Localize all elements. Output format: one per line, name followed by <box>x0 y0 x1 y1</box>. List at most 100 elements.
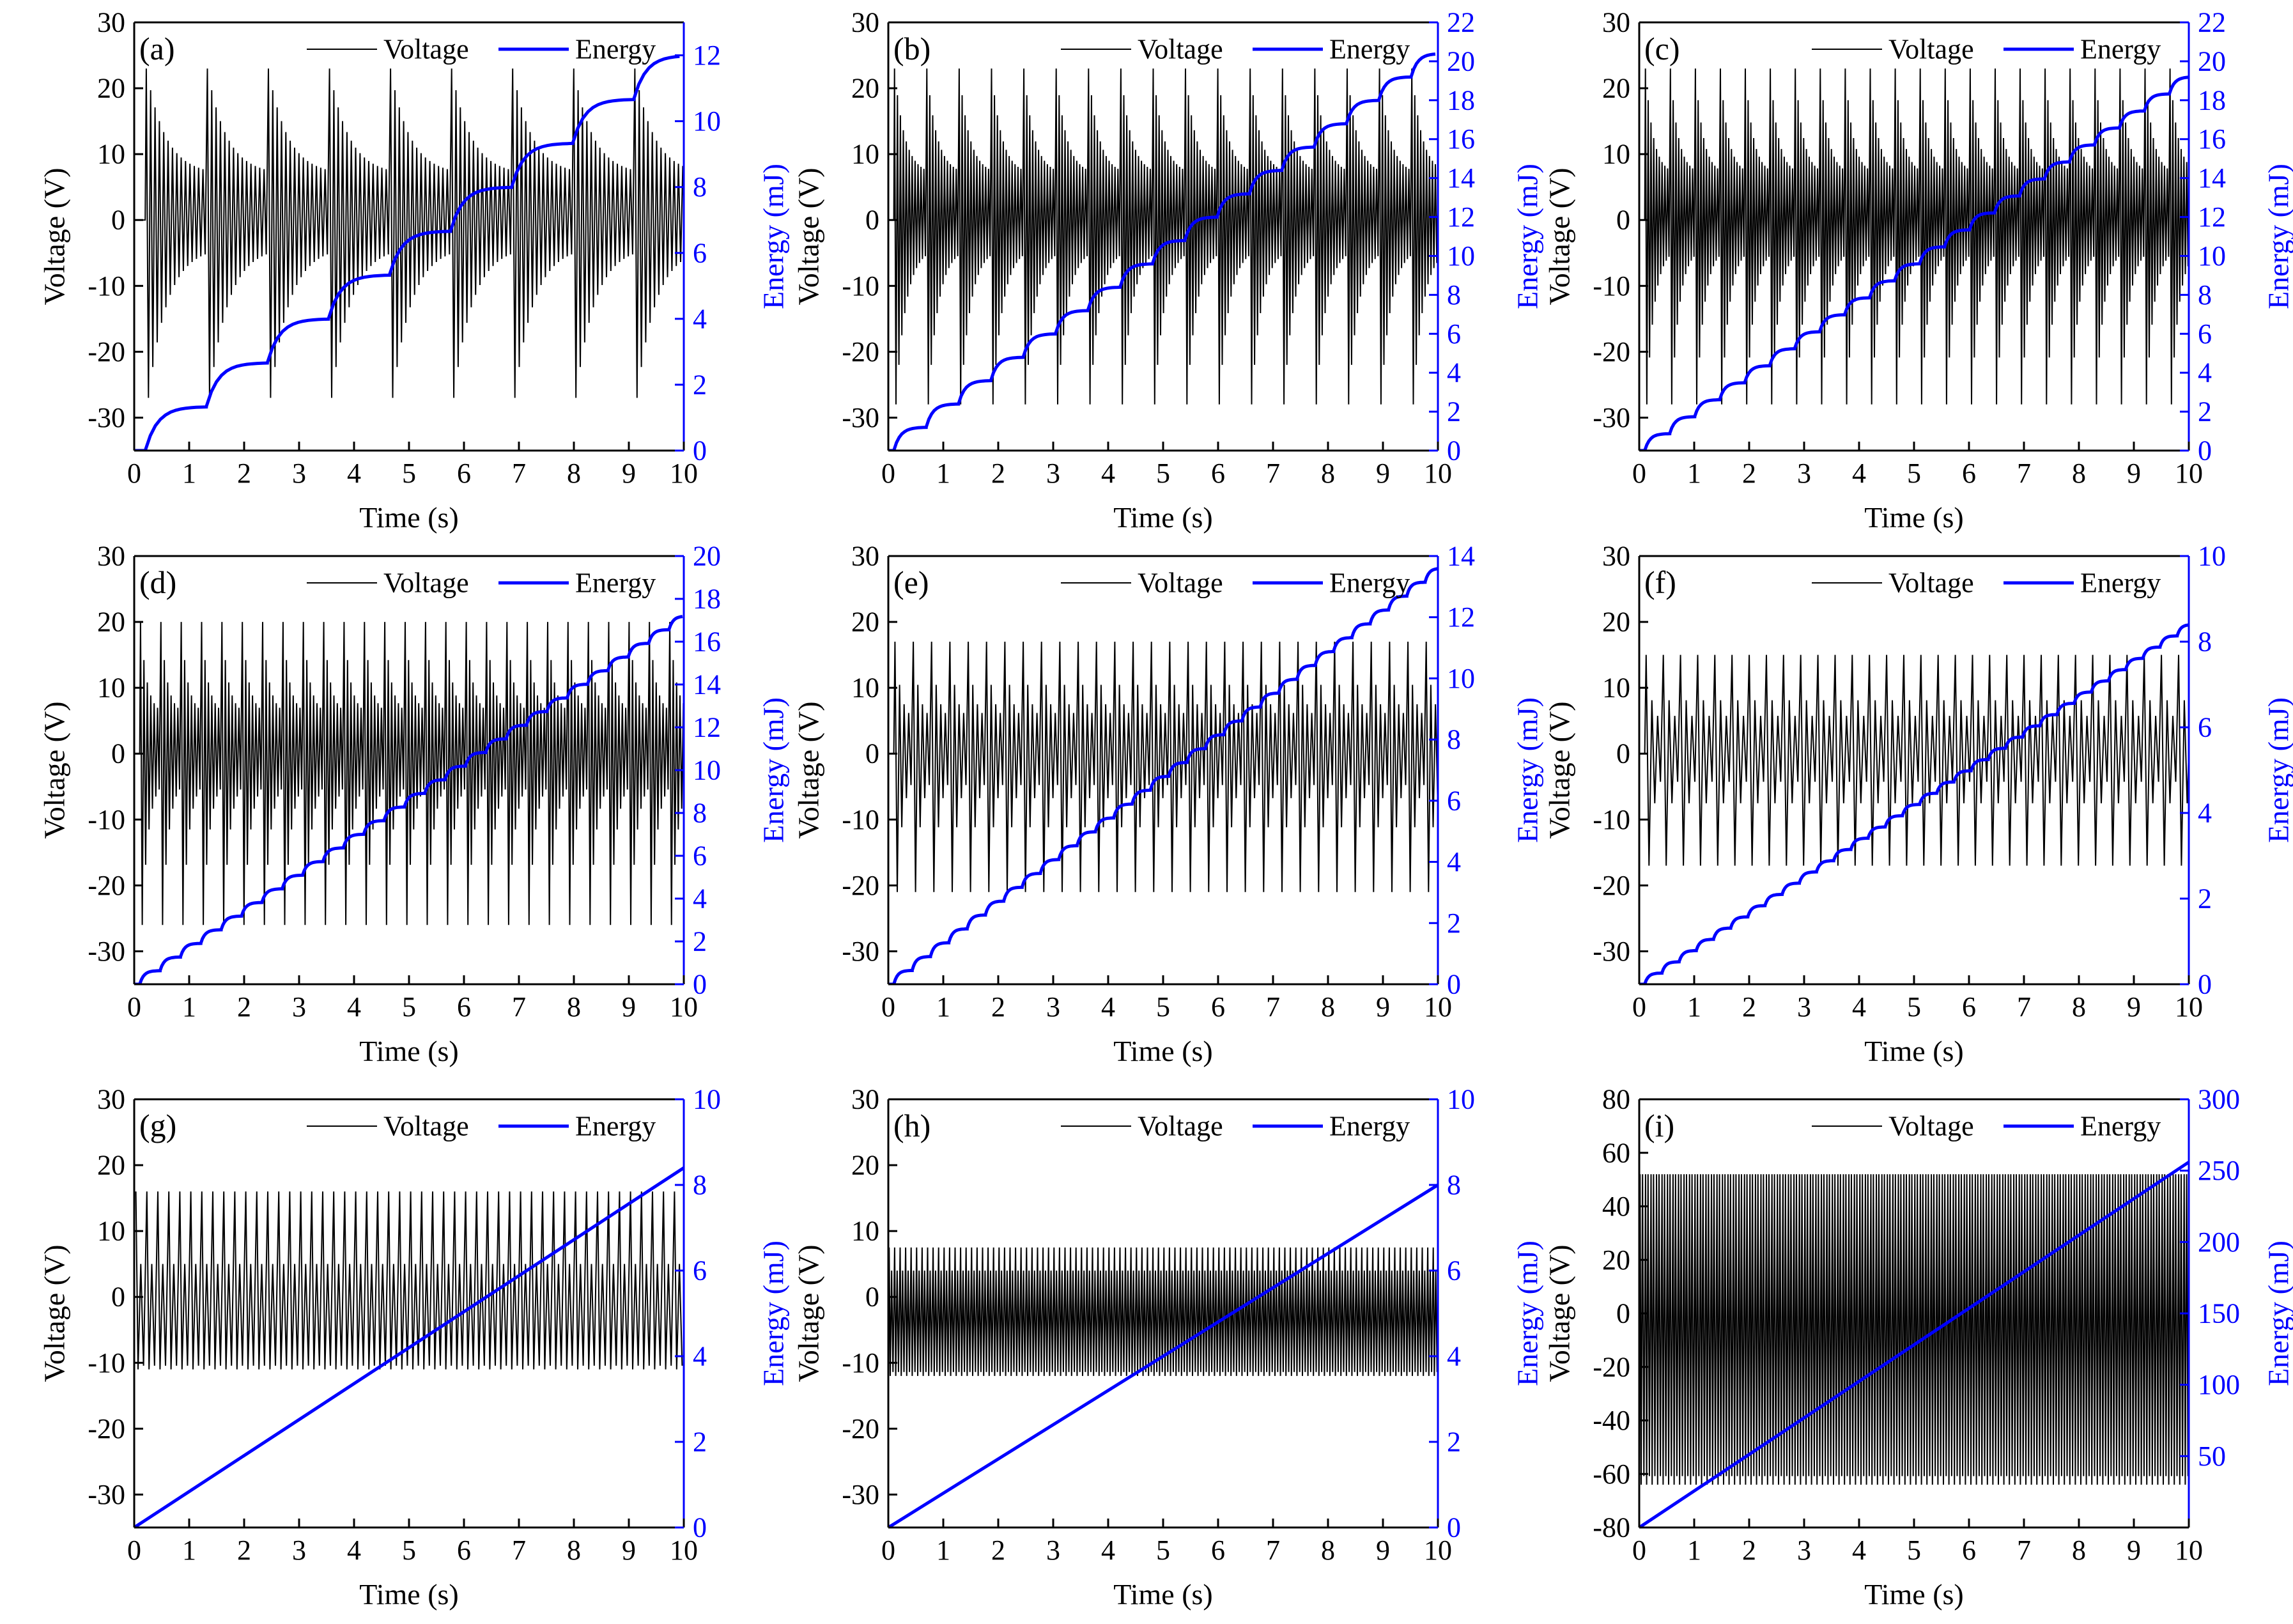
x-tick-label: 9 <box>622 991 636 1023</box>
y-right-tick-label: 10 <box>693 105 721 137</box>
x-tick-label: 9 <box>622 458 636 489</box>
x-tick-label: 10 <box>2175 1535 2203 1566</box>
legend-voltage-label: Voltage <box>1138 34 1223 65</box>
x-tick-label: 5 <box>1156 1535 1170 1566</box>
x-tick-label: 6 <box>1211 991 1225 1023</box>
legend-energy-label: Energy <box>1329 568 1410 599</box>
y-right-tick-label: 50 <box>2198 1441 2226 1472</box>
x-tick-label: 2 <box>1742 1535 1756 1566</box>
y-tick-label: -10 <box>1593 270 1630 302</box>
y-tick-label: -30 <box>842 1479 879 1510</box>
voltage-series <box>134 68 685 398</box>
x-tick-label: 4 <box>1852 458 1866 489</box>
x-tick-label: 3 <box>292 458 306 489</box>
x-tick-label: 6 <box>457 458 471 489</box>
y-right-tick-label: 8 <box>693 171 707 203</box>
panel-label: (d) <box>139 564 176 600</box>
y-tick-label: -10 <box>842 804 879 835</box>
x-tick-label: 7 <box>1266 458 1280 489</box>
x-tick-label: 4 <box>347 458 361 489</box>
x-tick-label: 2 <box>991 1535 1005 1566</box>
y-right-tick-label: 8 <box>1447 279 1461 311</box>
y-right-tick-label: 20 <box>2198 45 2226 77</box>
legend-voltage-label: Voltage <box>383 34 469 65</box>
y-tick-label: 20 <box>97 73 125 104</box>
y-tick-label: -30 <box>842 936 879 967</box>
x-tick-label: 6 <box>1962 458 1976 489</box>
x-tick-label: 3 <box>1046 1535 1060 1566</box>
y-tick-label: 20 <box>97 1150 125 1181</box>
y-right-tick-label: 0 <box>1447 435 1461 467</box>
x-tick-label: 6 <box>457 991 471 1023</box>
y-right-tick-label: 14 <box>1447 162 1475 194</box>
voltage-series <box>1640 1174 2188 1485</box>
legend-voltage-label: Voltage <box>1888 568 1974 599</box>
x-tick-label: 7 <box>1266 1535 1280 1566</box>
y-right-tick-label: 250 <box>2198 1155 2240 1186</box>
legend-voltage-label: Voltage <box>383 568 469 599</box>
y-right-axis-label: Energy (mJ) <box>757 1241 790 1386</box>
y-right-tick-label: 4 <box>693 883 707 915</box>
x-tick-label: 0 <box>881 1535 895 1566</box>
x-tick-label: 4 <box>1101 991 1115 1023</box>
x-tick-label: 7 <box>512 991 526 1023</box>
x-tick-label: 8 <box>2072 458 2086 489</box>
y-right-tick-label: 6 <box>1447 1255 1461 1287</box>
y-right-tick-label: 20 <box>1447 45 1475 77</box>
y-right-tick-label: 16 <box>2198 123 2226 155</box>
x-tick-label: 4 <box>347 1535 361 1566</box>
y-right-tick-label: 4 <box>2198 357 2212 389</box>
y-tick-label: -20 <box>88 870 125 901</box>
y-tick-label: 80 <box>1602 1084 1630 1115</box>
y-right-tick-label: 10 <box>1447 663 1475 694</box>
y-tick-label: 10 <box>851 1216 879 1247</box>
x-tick-label: 5 <box>1907 458 1921 489</box>
voltage-series <box>888 68 1440 405</box>
x-tick-label: 7 <box>2017 991 2031 1023</box>
y-right-tick-label: 6 <box>2198 712 2212 743</box>
y-tick-label: 30 <box>851 1084 879 1115</box>
y-right-tick-label: 12 <box>1447 201 1475 233</box>
x-tick-label: 9 <box>2127 458 2141 489</box>
legend-energy-label: Energy <box>2080 34 2161 65</box>
energy-series <box>1639 625 2189 984</box>
y-right-tick-label: 150 <box>2198 1298 2240 1329</box>
x-tick-label: 4 <box>1852 1535 1866 1566</box>
y-right-tick-label: 14 <box>2198 162 2226 194</box>
y-right-tick-label: 0 <box>693 435 707 467</box>
y-tick-label: 20 <box>97 607 125 638</box>
x-tick-label: 9 <box>2127 1535 2141 1566</box>
y-right-tick-label: 18 <box>1447 84 1475 116</box>
x-tick-label: 5 <box>1907 991 1921 1023</box>
x-tick-label: 1 <box>182 1535 196 1566</box>
legend-energy-label: Energy <box>1329 34 1410 65</box>
y-right-tick-label: 22 <box>1447 7 1475 38</box>
x-tick-label: 4 <box>347 991 361 1023</box>
y-right-tick-label: 8 <box>1447 724 1461 755</box>
y-right-tick-label: 10 <box>693 1084 721 1115</box>
y-tick-label: -80 <box>1593 1512 1630 1543</box>
y-right-axis-label: Energy (mJ) <box>757 697 790 843</box>
y-tick-label: -10 <box>1593 804 1630 835</box>
x-tick-label: 4 <box>1101 1535 1115 1566</box>
x-tick-label: 4 <box>1101 458 1115 489</box>
x-tick-label: 1 <box>1687 1535 1701 1566</box>
y-axis-label: Voltage (V) <box>1543 701 1576 839</box>
legend-energy-label: Energy <box>2080 568 2161 599</box>
x-tick-label: 3 <box>292 991 306 1023</box>
y-right-tick-label: 300 <box>2198 1084 2240 1115</box>
x-tick-label: 3 <box>1046 991 1060 1023</box>
x-tick-label: 2 <box>991 458 1005 489</box>
y-tick-label: 20 <box>1602 73 1630 104</box>
y-tick-label: 10 <box>851 672 879 704</box>
x-tick-label: 9 <box>622 1535 636 1566</box>
x-tick-label: 2 <box>991 991 1005 1023</box>
y-tick-label: 0 <box>111 1281 125 1313</box>
y-tick-label: -30 <box>88 1479 125 1510</box>
y-right-tick-label: 12 <box>693 40 721 71</box>
